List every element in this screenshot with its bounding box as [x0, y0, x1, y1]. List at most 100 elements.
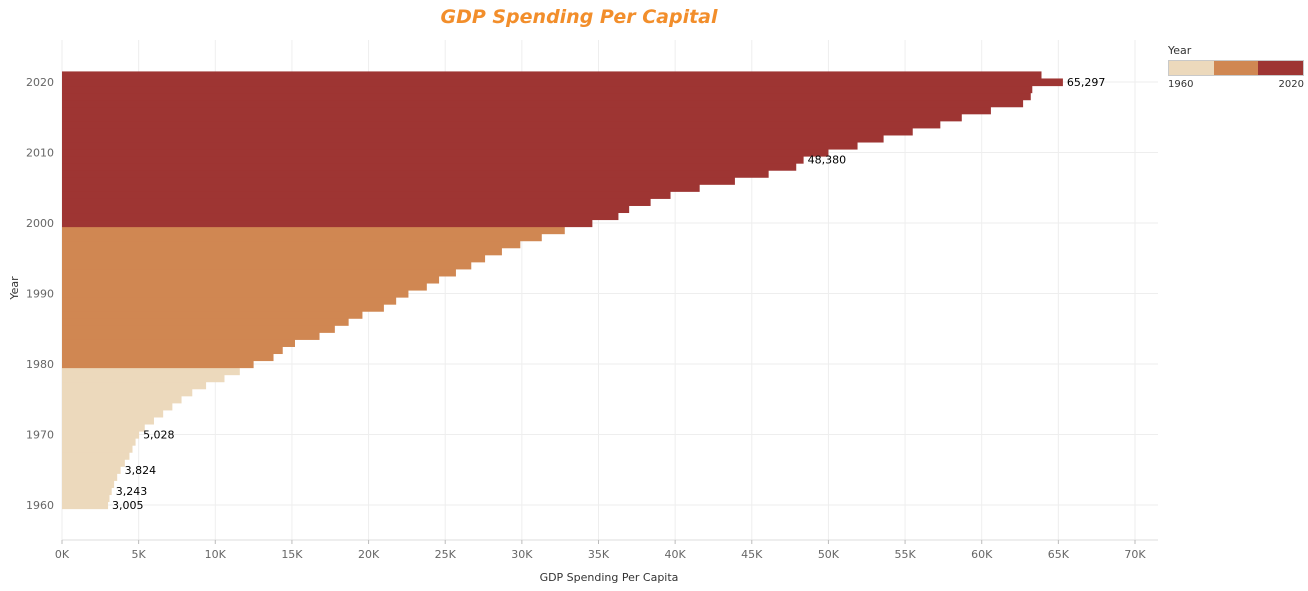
x-tick-label: 10K — [205, 548, 227, 561]
x-tick-label: 20K — [358, 548, 380, 561]
x-axis-title: GDP Spending Per Capita — [540, 571, 679, 584]
bar-1962 — [62, 487, 112, 496]
y-tick-label: 2020 — [26, 76, 54, 89]
bar-2020 — [62, 78, 1063, 87]
bar-1981 — [62, 353, 274, 362]
x-tick-label: 50K — [818, 548, 840, 561]
bar-2015 — [62, 113, 962, 122]
bar-1998 — [62, 233, 542, 242]
x-tick-label: 40K — [665, 548, 687, 561]
y-tick-label: 1980 — [26, 358, 54, 371]
bar-2006 — [62, 177, 735, 185]
x-tick-label: 30K — [511, 548, 533, 561]
bar-1989 — [62, 297, 397, 305]
bar-1984 — [62, 332, 320, 340]
bar-1997 — [62, 240, 521, 249]
bar-2007 — [62, 170, 769, 178]
bar-1963 — [62, 480, 115, 488]
bar-2013 — [62, 127, 913, 136]
bar-1968 — [62, 445, 133, 453]
data-label-1960: 3,005 — [112, 499, 143, 512]
bar-1965 — [62, 466, 121, 474]
bar-1999 — [62, 226, 565, 235]
bar-2008 — [62, 163, 797, 171]
data-label-1965: 3,824 — [125, 464, 157, 477]
legend-max-label: 2020 — [1278, 79, 1304, 90]
y-tick-label: 1960 — [26, 499, 54, 512]
x-tick-label: 45K — [741, 548, 763, 561]
y-tick-label: 1970 — [26, 429, 54, 442]
y-axis-title: Year — [8, 276, 21, 301]
bar-2004 — [62, 191, 671, 199]
bar-2005 — [62, 184, 700, 192]
bar-2009 — [62, 156, 804, 164]
x-axis-ticks: 0K 5K 10K 15K 20K 25K 30K 35K 40K 45K 50K 55K 60K 65K… — [55, 540, 1146, 561]
bar-2001 — [62, 212, 619, 221]
bar-2014 — [62, 120, 941, 129]
bar-1973 — [62, 409, 164, 418]
bar-1994 — [62, 261, 472, 270]
x-tick-label: 5K — [132, 548, 147, 561]
x-tick-label: 0K — [55, 548, 70, 561]
bar-1978 — [62, 374, 225, 383]
bar-1975 — [62, 395, 182, 404]
y-tick-label: 2000 — [26, 217, 54, 230]
bar-1996 — [62, 247, 502, 256]
y-tick-label: 2010 — [26, 147, 54, 160]
y-axis-ticks: 1960 1970 1980 1990 2000 2010 2020 — [26, 76, 54, 512]
bar-1993 — [62, 268, 456, 277]
bar-1974 — [62, 402, 173, 411]
data-label-2020: 65,297 — [1067, 76, 1106, 89]
bar-1960 — [62, 501, 109, 510]
bar-1976 — [62, 388, 193, 397]
legend-title: Year — [1168, 44, 1192, 57]
legend-swatch-low — [1169, 61, 1214, 75]
bar-1967 — [62, 452, 130, 460]
bar-1966 — [62, 459, 125, 467]
bar-1983 — [62, 339, 295, 347]
bar-1970 — [62, 430, 140, 439]
bar-1982 — [62, 346, 283, 355]
bars — [62, 71, 1063, 510]
bar-1971 — [62, 423, 145, 432]
bar-1969 — [62, 438, 136, 446]
bar-1980 — [62, 360, 254, 369]
bar-1985 — [62, 325, 335, 333]
x-tick-label: 35K — [588, 548, 610, 561]
bar-2012 — [62, 134, 884, 143]
bar-2000 — [62, 219, 593, 228]
bar-2010 — [62, 148, 829, 157]
bar-1961 — [62, 494, 110, 503]
bar-2017 — [62, 99, 1024, 108]
y-tick-label: 1990 — [26, 288, 54, 301]
data-label-1962: 3,243 — [116, 485, 148, 498]
bar-1977 — [62, 381, 207, 390]
bar-1995 — [62, 254, 486, 263]
data-label-1970: 5,028 — [143, 429, 175, 442]
x-tick-label: 65K — [1048, 548, 1070, 561]
bar-1987 — [62, 311, 363, 319]
bar-1990 — [62, 289, 409, 298]
legend-swatch-high — [1258, 61, 1304, 75]
bar-2021 — [62, 71, 1042, 80]
bar-1979 — [62, 367, 240, 376]
bar-2002 — [62, 205, 630, 214]
bar-2003 — [62, 198, 651, 206]
x-tick-label: 70K — [1124, 548, 1146, 561]
bar-2018 — [62, 92, 1031, 101]
bar-1964 — [62, 473, 118, 481]
bar-2019 — [62, 85, 1033, 94]
x-tick-label: 15K — [281, 548, 303, 561]
bar-1988 — [62, 304, 384, 312]
x-tick-label: 25K — [435, 548, 457, 561]
color-legend: Year 1960 2020 — [1168, 44, 1304, 90]
legend-color-ramp — [1168, 60, 1304, 76]
bar-1991 — [62, 282, 427, 291]
bar-1992 — [62, 275, 440, 284]
data-label-2009: 48,380 — [808, 154, 847, 167]
x-tick-label: 60K — [971, 548, 993, 561]
bar-2011 — [62, 141, 858, 150]
bar-1972 — [62, 416, 154, 425]
